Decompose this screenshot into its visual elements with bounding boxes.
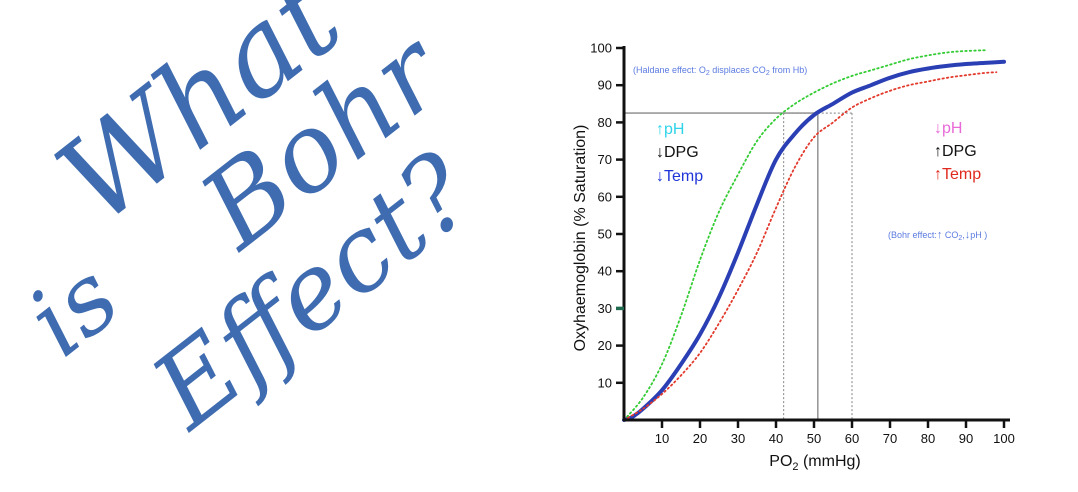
- bohr-note-sep: ,: [962, 230, 965, 240]
- x-tick-label-30: 30: [731, 431, 745, 446]
- handwritten-question: What is Bohr Effect?: [7, 0, 495, 453]
- x-tick-label-40: 40: [769, 431, 783, 446]
- left-factor-ph-arrow: ↑: [656, 121, 664, 138]
- y-tick-label-20: 20: [598, 338, 612, 353]
- x-axis-title-tail: (mmHg): [799, 453, 861, 470]
- left-factor-temp-label: Temp: [664, 168, 703, 185]
- left-factor-temp-arrow: ↓: [656, 168, 664, 185]
- y-tick-label-60: 60: [598, 189, 612, 204]
- x-tick-label-10: 10: [655, 431, 669, 446]
- left-factor-ph-label: pH: [664, 121, 684, 138]
- y-tick-label-40: 40: [598, 264, 612, 279]
- right-shift-curve: [623, 71, 998, 421]
- left-shift-factors: ↑pH ↓DPG ↓Temp: [656, 121, 703, 185]
- haldane-note: (Haldane effect: O2 displaces CO2 from H…: [633, 65, 807, 77]
- handwriting-line-is: is: [7, 241, 139, 378]
- y-tick-label-80: 80: [598, 115, 612, 130]
- right-factor-temp-label: Temp: [942, 166, 981, 183]
- right-factor-ph-arrow: ↓: [934, 120, 942, 137]
- reference-lines: [624, 112, 853, 420]
- haldane-note-sub1: 2: [706, 70, 710, 77]
- left-factor-dpg-label: DPG: [664, 144, 699, 161]
- right-factor-dpg: ↑DPG: [934, 143, 977, 160]
- x-tick-label-60: 60: [845, 431, 859, 446]
- x-tick-label-100: 100: [993, 431, 1015, 446]
- right-factor-temp-arrow: ↑: [934, 166, 942, 183]
- series-layer: [622, 49, 1006, 422]
- right-factor-ph: ↓pH: [934, 120, 962, 137]
- right-shift-factors: ↓pH ↑DPG ↑Temp: [934, 120, 981, 183]
- left-factor-ph: ↑pH: [656, 121, 684, 138]
- oxygen-dissociation-chart: 10 20 30 40 50 60 70 80 90 100 10 20 30 40 50 60 70 80 90 1…: [572, 41, 1015, 474]
- y-tick-label-10: 10: [598, 375, 612, 390]
- y-tick-label-30: 30: [598, 301, 612, 316]
- y-tick-label-70: 70: [598, 152, 612, 167]
- x-axis-title-main: PO: [769, 453, 792, 470]
- bohr-note-sub: 2: [958, 235, 962, 242]
- y-tick-label-50: 50: [598, 227, 612, 242]
- x-tick-label-80: 80: [921, 431, 935, 446]
- x-tick-label-20: 20: [693, 431, 707, 446]
- bohr-note-tail: pH ): [970, 230, 987, 240]
- left-factor-dpg-arrow: ↓: [656, 144, 664, 161]
- right-factor-ph-label: pH: [942, 120, 962, 137]
- x-axis-title-subscript: 2: [792, 461, 798, 473]
- bohr-note-part1: (Bohr effect:: [888, 230, 937, 240]
- right-factor-temp: ↑Temp: [934, 166, 981, 183]
- left-factor-dpg: ↓DPG: [656, 144, 699, 161]
- haldane-note-part3: from Hb): [770, 65, 808, 75]
- normal-curve: [622, 59, 1006, 422]
- bohr-note-co: CO: [942, 230, 958, 240]
- haldane-note-part1: (Haldane effect: O: [633, 65, 706, 75]
- bohr-note: (Bohr effect:↑ CO2,↓pH ): [888, 229, 987, 242]
- haldane-note-part2: displaces CO: [710, 65, 766, 75]
- axes: 10 20 30 40 50 60 70 80 90 100 10 20 30 40 50 60 70 80 90 1…: [590, 41, 1015, 447]
- x-tick-label-70: 70: [883, 431, 897, 446]
- left-factor-temp: ↓Temp: [656, 168, 703, 185]
- y-tick-label-90: 90: [598, 78, 612, 93]
- bohr-note-down-arrow: ↓: [965, 229, 971, 241]
- bohr-note-up-arrow: ↑: [937, 229, 943, 241]
- left-shift-curve: [623, 49, 986, 421]
- haldane-note-sub2: 2: [766, 70, 770, 77]
- right-factor-dpg-arrow: ↑: [934, 143, 942, 160]
- x-axis-title: PO2 (mmHg): [769, 453, 860, 473]
- x-tick-label-50: 50: [807, 431, 821, 446]
- x-tick-label-90: 90: [959, 431, 973, 446]
- right-factor-dpg-label: DPG: [942, 143, 977, 160]
- y-tick-label-100: 100: [590, 41, 612, 56]
- y-axis-title: Oxyhaemoglobin (% Saturation): [572, 125, 589, 352]
